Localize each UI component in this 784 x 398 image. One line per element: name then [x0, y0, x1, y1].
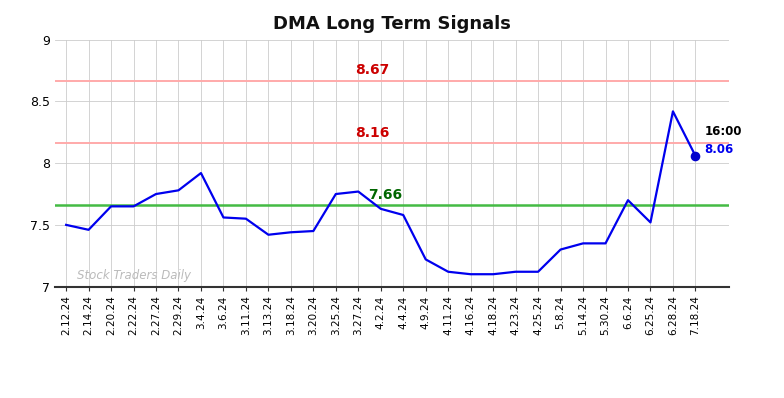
Text: 8.67: 8.67 [355, 63, 390, 77]
Text: 7.66: 7.66 [368, 188, 402, 202]
Title: DMA Long Term Signals: DMA Long Term Signals [273, 15, 511, 33]
Text: 8.16: 8.16 [355, 126, 390, 140]
Text: Stock Traders Daily: Stock Traders Daily [78, 269, 191, 282]
Text: 16:00: 16:00 [704, 125, 742, 138]
Text: 8.06: 8.06 [704, 143, 734, 156]
Point [689, 152, 702, 159]
